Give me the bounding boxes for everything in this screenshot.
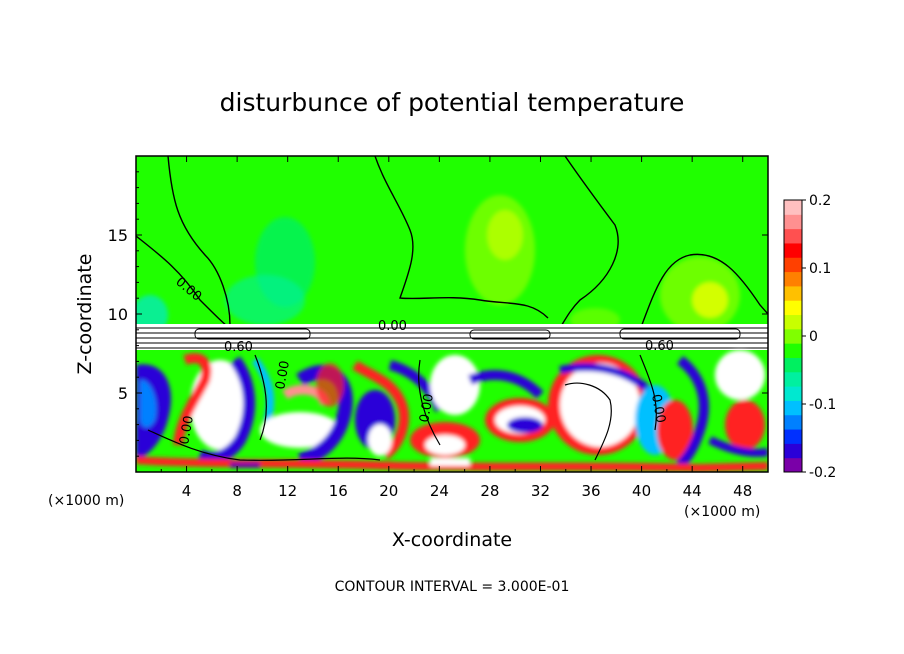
colorbar-swatch — [784, 328, 802, 344]
x-tick-label: 4 — [182, 482, 192, 500]
upper-contours — [136, 156, 768, 331]
x-tick-label: 16 — [329, 482, 348, 500]
colorbar-swatch — [784, 400, 802, 416]
x-tick-label: 12 — [278, 482, 297, 500]
x-tick-label: 40 — [632, 482, 651, 500]
y-axis: 5 10 15 — [108, 171, 768, 457]
colorbar-swatch — [784, 357, 802, 373]
x-tick-label: 28 — [480, 482, 499, 500]
y-tick-label: 5 — [118, 384, 128, 403]
y-tick-label: 15 — [108, 226, 128, 245]
x-tick-label: 36 — [581, 482, 600, 500]
x-tick-label: 48 — [733, 482, 752, 500]
colorbar-swatch — [784, 257, 802, 273]
colorbar-swatch — [784, 285, 802, 301]
x-unit-right: (×1000 m) — [684, 504, 760, 520]
colorbar-tick-label: -0.1 — [809, 397, 836, 413]
y-tick-label: 10 — [108, 305, 128, 324]
transition-band-contours — [136, 327, 768, 349]
colorbar-swatch — [784, 371, 802, 387]
colorbar-swatch — [784, 300, 802, 316]
plot-area — [136, 156, 768, 472]
contour-label: 0.00 — [417, 393, 437, 424]
x-unit-left: (×1000 m) — [48, 493, 124, 509]
colorbar-swatch — [784, 443, 802, 459]
x-tick-label: 32 — [531, 482, 550, 500]
colorbar-swatch — [784, 314, 802, 330]
contour-interval: CONTOUR INTERVAL = 3.000E-01 — [335, 579, 570, 595]
contour-label: 0.00 — [177, 415, 197, 446]
colorbar-tick-label: -0.2 — [809, 465, 836, 481]
colorbar-swatch — [784, 271, 802, 287]
upper-layer-anomalies — [136, 195, 740, 335]
contour-label: 0.00 — [378, 319, 407, 334]
colorbar-tick-label: 0 — [809, 329, 818, 345]
contour-label: 0.60 — [645, 339, 674, 354]
contour-label: 0.00 — [648, 393, 668, 424]
colorbar-swatch — [784, 457, 802, 473]
x-tick-label: 20 — [379, 482, 398, 500]
x-axis-label: X-coordinate — [392, 529, 512, 551]
colorbar-swatch — [784, 414, 802, 430]
chart-title: disturbunce of potential temperature — [220, 88, 685, 117]
colorbar-swatch — [784, 228, 802, 244]
colorbar-swatch — [784, 200, 802, 215]
colorbar-swatch — [784, 214, 802, 230]
colorbar-tick-label: 0.2 — [809, 193, 831, 209]
contour-label: 0.00 — [273, 360, 293, 391]
colorbar: 0.2 0.1 0 -0.1 -0.2 — [783, 193, 836, 481]
contour-label: 0.60 — [224, 340, 253, 355]
colorbar-swatch — [784, 429, 802, 444]
x-tick-label: 44 — [683, 482, 702, 500]
x-tick-label: 24 — [430, 482, 449, 500]
lower-contours — [147, 354, 657, 461]
colorbar-tick-label: 0.1 — [809, 261, 831, 277]
x-tick-label: 8 — [232, 482, 242, 500]
x-axis: 4 8 12 16 20 24 28 32 36 40 44 48 — [160, 156, 752, 500]
y-axis-label: Z-coordinate — [74, 254, 96, 375]
colorbar-swatch — [784, 242, 802, 258]
colorbar-swatch — [784, 343, 802, 358]
colorbar-swatch — [784, 386, 802, 401]
lower-layer-eddies — [136, 350, 768, 472]
